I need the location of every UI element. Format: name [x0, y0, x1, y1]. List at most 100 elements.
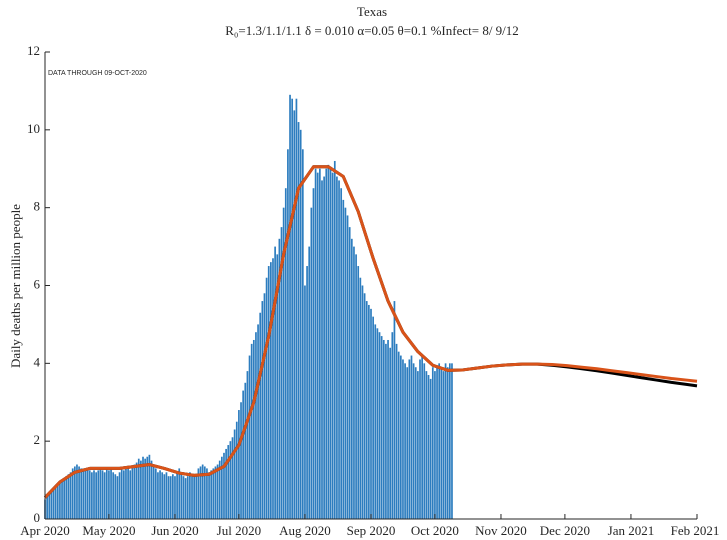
bar	[406, 367, 409, 519]
bar	[434, 371, 436, 519]
bar	[59, 482, 61, 519]
x-tick-label: Apr 2020	[20, 523, 69, 538]
bar	[299, 129, 302, 520]
bar	[184, 478, 187, 519]
bar	[154, 468, 157, 519]
bar	[144, 458, 146, 519]
bar	[240, 402, 242, 519]
bar	[137, 458, 140, 519]
x-tick-label: Jan 2021	[608, 523, 655, 538]
y-tick-label: 8	[34, 199, 41, 214]
bar	[389, 347, 392, 519]
bar	[301, 149, 304, 519]
bar	[310, 207, 313, 519]
bar	[110, 468, 112, 519]
bar	[212, 468, 215, 519]
bar	[397, 351, 400, 519]
x-tick-label: Nov 2020	[475, 523, 527, 538]
bar	[287, 149, 289, 519]
bar	[54, 485, 57, 519]
bar	[140, 460, 142, 519]
bar	[365, 301, 368, 519]
bar	[427, 375, 430, 519]
bar	[410, 355, 413, 519]
bar	[289, 94, 291, 519]
bar	[363, 293, 366, 519]
bar	[197, 468, 200, 519]
bar	[425, 371, 428, 519]
bar	[161, 472, 164, 519]
bar	[291, 98, 294, 519]
bar	[446, 367, 449, 519]
bar	[235, 421, 238, 519]
bar	[52, 487, 55, 519]
bar	[257, 324, 259, 519]
bar	[355, 254, 357, 519]
bar	[448, 363, 451, 519]
bar	[306, 266, 308, 519]
bar	[71, 468, 74, 519]
bar	[191, 476, 193, 519]
bar	[329, 168, 332, 519]
bar	[372, 316, 374, 519]
bar	[293, 110, 296, 519]
bar	[444, 363, 447, 519]
bar	[255, 332, 257, 519]
bar	[338, 180, 340, 520]
bar	[76, 464, 78, 519]
bar	[206, 468, 208, 519]
bar	[169, 476, 172, 519]
bar	[387, 339, 389, 519]
bar	[195, 476, 198, 519]
y-axis-label: Daily deaths per million people	[8, 204, 23, 368]
bar	[385, 343, 387, 519]
bar	[374, 324, 377, 519]
bar	[218, 460, 221, 519]
line	[43, 165, 698, 499]
bar	[214, 466, 217, 519]
annotation: DATA THROUGH 09-OCT-2020	[48, 70, 147, 77]
bar	[327, 164, 330, 519]
bar	[233, 429, 236, 519]
bar	[174, 476, 176, 519]
bar	[393, 301, 396, 519]
bar	[88, 470, 91, 519]
bar	[80, 468, 83, 519]
bar	[93, 470, 95, 519]
bar	[103, 472, 106, 519]
bar	[248, 355, 251, 519]
bar	[348, 227, 351, 519]
bar	[108, 470, 110, 519]
bar	[244, 382, 247, 519]
bar	[146, 456, 149, 519]
bar	[359, 277, 362, 519]
bar	[451, 363, 453, 519]
chart-subtitle: R₀=1.3/1.1/1.1 δ = 0.010 α=0.05 θ=0.1 %I…	[225, 23, 519, 38]
bar	[357, 266, 360, 519]
bar	[312, 188, 315, 520]
bar	[353, 246, 355, 520]
x-tick-label: Jul 2020	[217, 523, 261, 538]
bar	[265, 277, 268, 519]
bar	[225, 448, 227, 519]
bar	[246, 371, 249, 519]
bar	[391, 332, 394, 519]
bar	[259, 312, 262, 519]
bar	[436, 367, 438, 519]
bar	[199, 466, 202, 519]
bar	[73, 466, 76, 519]
bar	[325, 168, 328, 519]
bar	[408, 359, 411, 519]
bar	[431, 367, 434, 519]
bar	[148, 454, 151, 519]
bar	[69, 472, 72, 519]
bar	[78, 466, 80, 519]
bar	[86, 468, 89, 519]
bar	[412, 363, 415, 519]
bar	[323, 176, 325, 520]
bar	[118, 472, 121, 519]
bar	[331, 172, 334, 519]
bar	[272, 258, 274, 519]
bar	[261, 301, 264, 519]
bar	[142, 456, 144, 519]
